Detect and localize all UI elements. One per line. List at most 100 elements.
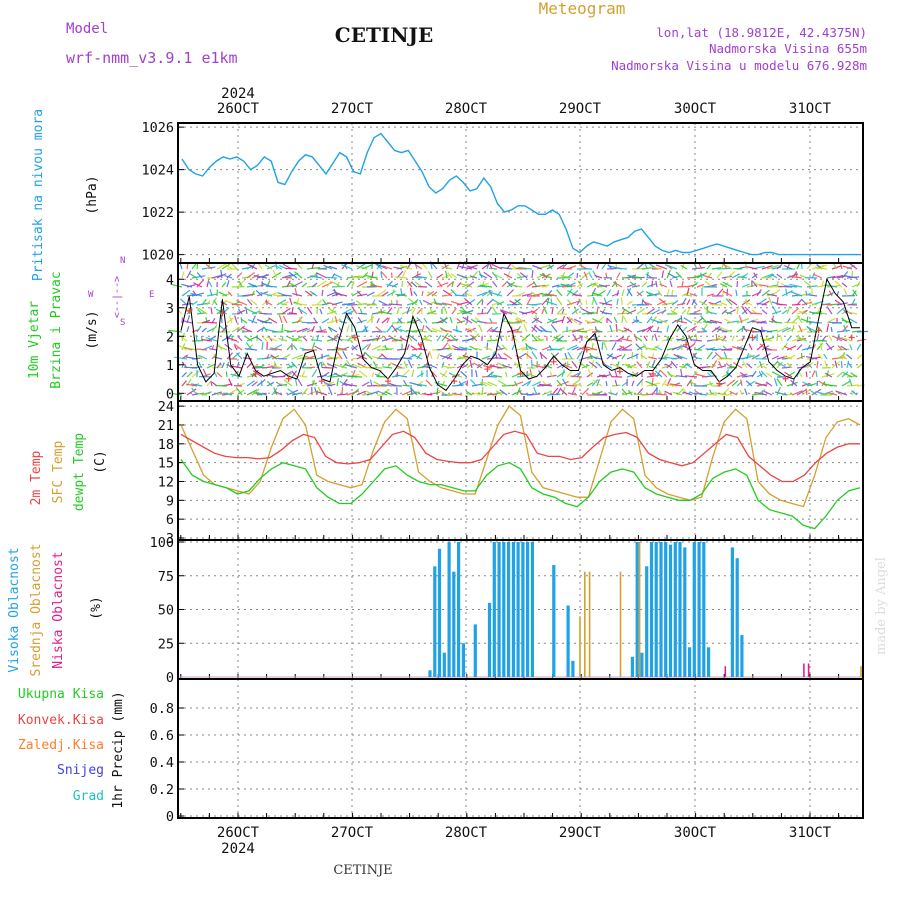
wind-barb bbox=[538, 284, 548, 288]
wind-barb bbox=[356, 281, 368, 288]
wind-barb bbox=[383, 335, 388, 342]
wind-barb bbox=[715, 333, 718, 342]
wind-barb bbox=[255, 336, 263, 342]
wind-barb bbox=[380, 308, 383, 315]
wind-barb bbox=[545, 300, 558, 306]
wind-barb bbox=[493, 374, 503, 378]
wind-barb bbox=[196, 325, 202, 333]
model-label: Model bbox=[66, 21, 108, 37]
wind-barb bbox=[646, 316, 653, 324]
wind-barb bbox=[561, 308, 565, 315]
wind-barb bbox=[266, 353, 270, 360]
wind-barb bbox=[556, 307, 564, 315]
wind-barb bbox=[254, 365, 268, 369]
chart-title: CETINJE bbox=[335, 23, 433, 47]
wind-barb bbox=[745, 380, 753, 387]
wind-barb bbox=[826, 291, 834, 297]
dir-e: E bbox=[149, 290, 154, 300]
wind-barb bbox=[380, 270, 388, 279]
wind-barb bbox=[525, 372, 538, 378]
wind-barb bbox=[819, 342, 823, 351]
wind-barb bbox=[275, 391, 283, 396]
wind-barb bbox=[704, 280, 713, 288]
gust-marker bbox=[418, 341, 425, 348]
wind-barb bbox=[333, 282, 343, 288]
wind-barb bbox=[572, 293, 583, 297]
wind-barb bbox=[441, 370, 448, 378]
wind-barb bbox=[288, 312, 298, 315]
wind-barb bbox=[468, 327, 478, 333]
wind-barb bbox=[751, 318, 759, 324]
wind-barb bbox=[316, 391, 328, 396]
wind-barb bbox=[449, 316, 453, 324]
wind-barb bbox=[408, 298, 418, 306]
wind-barb bbox=[294, 379, 298, 387]
footer-city: CETINJE bbox=[333, 863, 392, 878]
temp-grid bbox=[178, 401, 863, 540]
tick-label: 0.6 bbox=[150, 728, 174, 744]
wind-barb bbox=[246, 362, 252, 369]
wind-barb bbox=[458, 380, 463, 387]
wind-barb bbox=[756, 302, 768, 306]
wind-barb bbox=[616, 272, 621, 279]
wind-barb bbox=[836, 302, 848, 306]
wind-barb bbox=[202, 368, 208, 378]
wind-barb bbox=[531, 308, 539, 315]
wind-barb bbox=[469, 379, 478, 387]
wind-barb bbox=[346, 324, 350, 333]
wind-barb bbox=[570, 375, 583, 378]
wind-barb bbox=[282, 294, 293, 297]
wind-barb bbox=[636, 329, 646, 333]
wind-barb bbox=[806, 316, 809, 324]
wind-barb bbox=[407, 359, 413, 369]
wind-barb bbox=[720, 326, 733, 333]
wind-barb bbox=[588, 273, 593, 279]
wind-barb bbox=[658, 318, 668, 324]
wind-barb bbox=[531, 284, 546, 288]
wind-barb bbox=[587, 346, 598, 351]
wind-barb bbox=[244, 348, 258, 351]
wind-tick-labels: 0 1 2 3 4 bbox=[166, 272, 174, 402]
wind-barb bbox=[682, 391, 693, 396]
wind-barb bbox=[801, 309, 808, 315]
wind-barb bbox=[523, 323, 528, 333]
wind-barb bbox=[810, 321, 823, 324]
wind-barb bbox=[311, 380, 318, 387]
wind-barb bbox=[711, 360, 718, 369]
wind-barb bbox=[601, 342, 604, 351]
wind-barb bbox=[515, 267, 528, 270]
wind-barb bbox=[224, 263, 233, 270]
wind-barb bbox=[549, 371, 553, 378]
wind-barb bbox=[606, 317, 613, 324]
wind-barb bbox=[543, 364, 553, 369]
wind-barb bbox=[755, 382, 768, 387]
wind-barb bbox=[356, 275, 366, 279]
wind-barb bbox=[190, 292, 203, 297]
wind-barb bbox=[396, 371, 399, 378]
wind-barb bbox=[428, 350, 433, 360]
wind-barb bbox=[183, 366, 198, 369]
wind-barb bbox=[776, 387, 781, 396]
wind-barb bbox=[364, 325, 368, 333]
wind-barb bbox=[784, 285, 798, 288]
wind-barb bbox=[413, 291, 418, 297]
wind-barb bbox=[771, 355, 779, 360]
wind-barb bbox=[333, 372, 343, 378]
wind-barb bbox=[707, 372, 713, 378]
wind-barb bbox=[476, 362, 484, 369]
tick-label: 75 bbox=[158, 569, 174, 585]
wind-barb bbox=[336, 378, 340, 387]
wind-barb bbox=[616, 328, 628, 333]
wind-barb bbox=[837, 345, 843, 351]
wind-barb bbox=[311, 282, 318, 288]
wind-barb bbox=[664, 390, 673, 396]
wind-barb bbox=[598, 374, 608, 378]
wind-barb bbox=[545, 293, 558, 297]
wind-barb bbox=[371, 372, 375, 378]
wind-barb bbox=[418, 348, 428, 351]
cloud-bar bbox=[635, 542, 639, 677]
wind-barb bbox=[296, 356, 307, 360]
wind-barb bbox=[321, 318, 330, 324]
wind-barb bbox=[846, 384, 859, 387]
wind-barb bbox=[561, 378, 568, 387]
